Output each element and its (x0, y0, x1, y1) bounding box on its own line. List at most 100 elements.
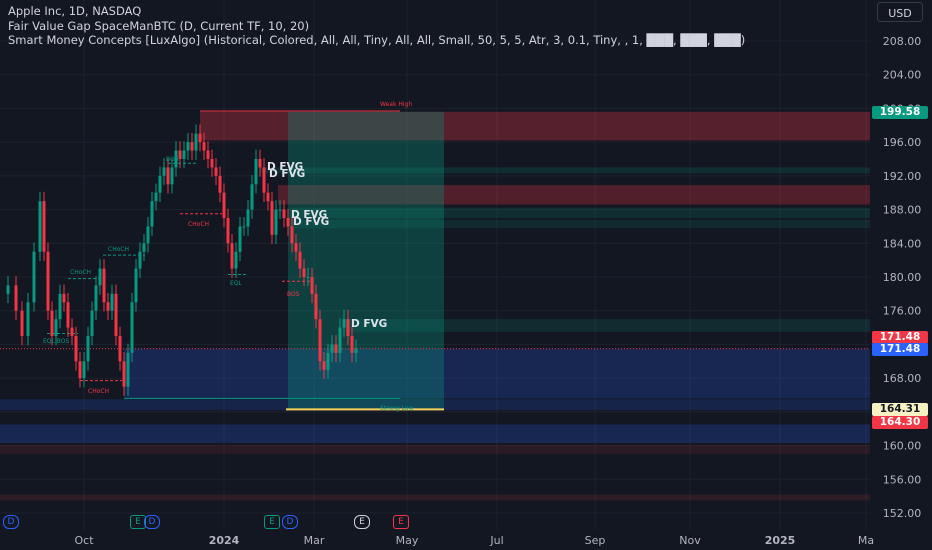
candle-body (282, 209, 286, 218)
candle-body (294, 243, 298, 252)
candle-body (250, 184, 254, 210)
smc-label: CHoCH (108, 246, 129, 253)
candle-body (78, 361, 82, 379)
candle-body (302, 268, 306, 277)
candle-body (218, 175, 222, 193)
price-axis-tick: 176.00 (883, 305, 922, 318)
indicator-smc-legend[interactable]: Smart Money Concepts [LuxAlgo] (Historic… (8, 33, 746, 47)
candle-body (38, 201, 42, 252)
bullish-fvg-2 (290, 207, 870, 218)
event-badge[interactable]: D (282, 515, 298, 529)
time-axis-tick: Mar (304, 534, 325, 547)
bullish-fvg-4 (345, 319, 870, 332)
time-axis-tick: Jul (489, 534, 503, 547)
time-axis-tick: Sep (585, 534, 606, 547)
candle-body (154, 192, 158, 202)
candle-body (330, 344, 334, 353)
chart-legend: Apple Inc, 1D, NASDAQ Fair Value Gap Spa… (8, 4, 745, 48)
currency-button[interactable]: USD (877, 2, 923, 22)
bullish-fvg-3 (290, 219, 870, 229)
smc-label: BOS (166, 156, 179, 163)
candle-body (138, 251, 142, 269)
event-badge[interactable]: D (3, 515, 19, 529)
smc-label: EQL (230, 280, 243, 287)
candle-body (26, 302, 30, 336)
candle-body (226, 218, 230, 244)
candle-body (20, 310, 24, 336)
event-badge[interactable]: E (130, 515, 146, 529)
candle-body (314, 293, 318, 320)
candle-body (318, 319, 322, 362)
candle-body (182, 150, 186, 159)
bearish-ob (278, 185, 870, 205)
event-badge[interactable]: E (264, 515, 280, 529)
bullish-fvg-1 (260, 167, 870, 174)
candle-body (118, 336, 122, 362)
smc-label: Weak High (380, 101, 412, 108)
fvg-label: D FVG (293, 216, 329, 228)
candle-body (326, 352, 330, 370)
candle-body (322, 361, 326, 370)
demand-zone (124, 348, 870, 399)
price-tag: 164.30 (872, 416, 928, 429)
candle-body (190, 142, 194, 151)
price-axis-tick: 160.00 (883, 440, 922, 453)
candle-body (310, 277, 314, 294)
candle-body (150, 201, 154, 227)
event-badge[interactable]: D (144, 515, 160, 529)
candle-body (258, 159, 262, 168)
candle-body (110, 293, 114, 311)
price-axis-tick: 184.00 (883, 237, 922, 250)
smc-zones (0, 110, 870, 501)
candle-body (246, 209, 250, 227)
candle-body (122, 361, 126, 387)
long-position-box (288, 111, 444, 409)
chart-axes: 208.00204.00200.00196.00192.00188.00184.… (74, 35, 921, 547)
candle-body (174, 150, 178, 168)
indicator-fvg-legend[interactable]: Fair Value Gap SpaceManBTC (D, Current T… (8, 18, 310, 33)
candle-body (70, 327, 74, 336)
event-badge[interactable]: E (354, 515, 370, 529)
candle-body (6, 285, 10, 294)
candle-body (106, 302, 110, 311)
candle-body (142, 243, 146, 252)
candle-body (130, 302, 134, 353)
candle-body (82, 361, 86, 379)
price-axis-tick: 180.00 (883, 271, 922, 284)
symbol-title[interactable]: Apple Inc, 1D, NASDAQ (8, 4, 142, 18)
candle-body (98, 268, 102, 286)
candle-body (346, 319, 350, 336)
candle-body (114, 293, 118, 336)
price-tag: 171.48 (872, 343, 928, 356)
fvg-label: D FVG (269, 168, 305, 180)
fvg-label: D FVG (267, 161, 303, 173)
smc-label: CHoCH (70, 269, 91, 276)
candle-body (278, 209, 282, 211)
event-badge[interactable]: E (393, 515, 409, 529)
candle-body (342, 319, 346, 328)
candle-body (334, 344, 338, 353)
candle-body (58, 293, 62, 320)
price-tag: 164.31 (872, 403, 928, 416)
candle-body (262, 167, 266, 193)
candle-body (134, 268, 138, 303)
time-axis-tick: Ma (858, 534, 874, 547)
candle-body (50, 310, 54, 336)
premium-zone (200, 111, 870, 141)
fvg-label: D FVG (291, 209, 327, 221)
candle-body (354, 348, 358, 353)
candle-body (186, 142, 190, 151)
price-axis-tick: 204.00 (883, 69, 922, 82)
candle-body (210, 159, 214, 168)
price-axis-tick: 192.00 (883, 170, 922, 183)
time-axis-tick: 2024 (209, 534, 240, 547)
candle-body (74, 336, 78, 362)
candle-body (158, 175, 162, 193)
smc-label: CHoCH (188, 221, 209, 228)
candle-body (266, 192, 270, 202)
fvg-label: D FVG (351, 318, 387, 330)
demand-zone-lower (0, 424, 870, 444)
price-axis-tick: 188.00 (883, 204, 922, 217)
price-tag: 199.58 (872, 106, 928, 119)
